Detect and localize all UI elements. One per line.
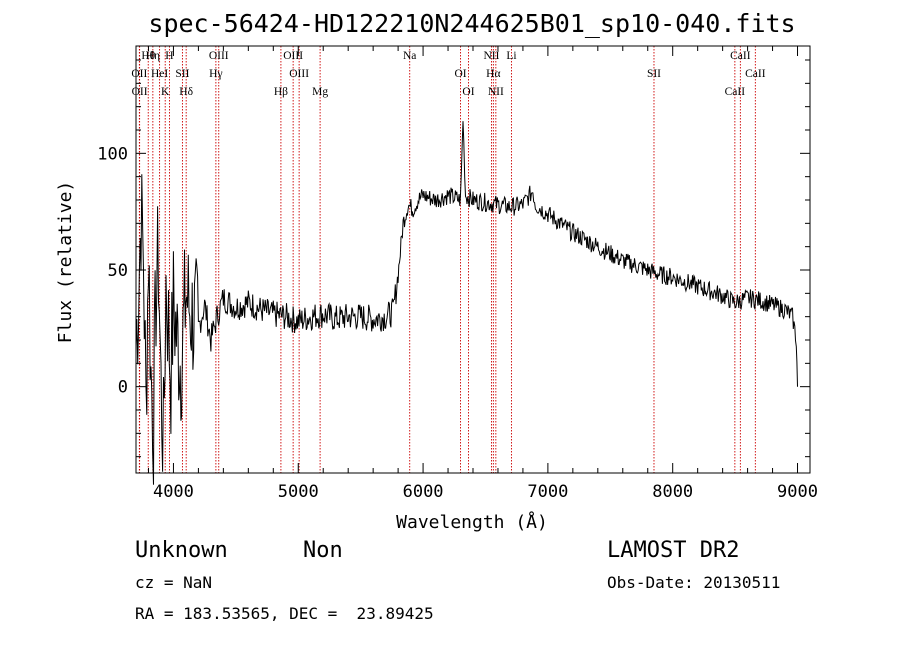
reference-line-label: OIII	[209, 50, 229, 62]
coordinates: RA = 183.53565, DEC = 23.89425	[135, 604, 434, 623]
reference-line-label: CaII	[725, 86, 746, 98]
reference-line-label: SII	[647, 68, 661, 80]
reference-line-label: Hδ	[179, 86, 193, 98]
reference-line-label: OI	[454, 68, 466, 80]
axis-ticks: 4000 5000 6000 7000 8000 9000 0 50 100	[97, 46, 818, 502]
chart-title: spec-56424-HD122210N244625B01_sp10-040.f…	[148, 9, 795, 38]
reference-line-label: NII	[488, 86, 504, 98]
reference-line-label: SII	[175, 68, 189, 80]
spectrum-series-line	[135, 121, 798, 485]
reference-line-label: Mg	[312, 86, 328, 98]
reference-line-label: OIII	[283, 50, 303, 62]
x-tick-label: 9000	[777, 482, 818, 502]
reference-line-label: Hη	[146, 50, 160, 62]
reference-line-label: Hγ	[209, 68, 222, 80]
reference-line-label: HeI	[151, 68, 168, 80]
x-tick-label: 7000	[527, 482, 568, 502]
reference-line-label: CaII	[745, 68, 766, 80]
reference-line-label: Na	[403, 50, 416, 62]
y-tick-label: 50	[108, 261, 128, 281]
reference-line-label: OI	[462, 86, 474, 98]
reference-line-label: OIII	[289, 68, 309, 80]
reference-line-label: Hθ	[141, 50, 155, 62]
reference-line-label: OII	[132, 86, 148, 98]
reference-line-label: NII	[483, 50, 499, 62]
object-class: Unknown	[135, 538, 228, 563]
redshift-cz: cz = NaN	[135, 573, 213, 592]
reference-line-label: K	[161, 86, 170, 98]
survey-name: LAMOST DR2	[607, 538, 740, 563]
reference-line-label: Hβ	[274, 86, 288, 98]
observation-date: Obs-Date: 20130511	[607, 573, 781, 592]
plot-frame	[135, 45, 811, 474]
x-tick-label: 6000	[403, 482, 444, 502]
x-tick-label: 8000	[652, 482, 693, 502]
y-tick-label: 100	[97, 144, 128, 164]
reference-line-label: Li	[506, 50, 516, 62]
reference-line-label: OII	[131, 68, 147, 80]
x-tick-label: 5000	[278, 482, 319, 502]
reference-line-label: CaII	[730, 50, 751, 62]
x-tick-label: 4000	[153, 482, 194, 502]
reference-line-label: H	[165, 50, 173, 62]
y-axis-label: Flux (relative)	[55, 181, 76, 344]
reference-line-label: Hα	[486, 68, 500, 80]
reference-line-labels: HθOIIOIIHηHeIKHSIIHδOIIIHγHβOIIIOIIIMgNa…	[131, 50, 765, 98]
object-subclass: Non	[303, 538, 343, 563]
reference-lines	[138, 46, 756, 473]
y-tick-label: 0	[118, 378, 128, 398]
x-axis-label: Wavelength (Å)	[396, 511, 548, 533]
